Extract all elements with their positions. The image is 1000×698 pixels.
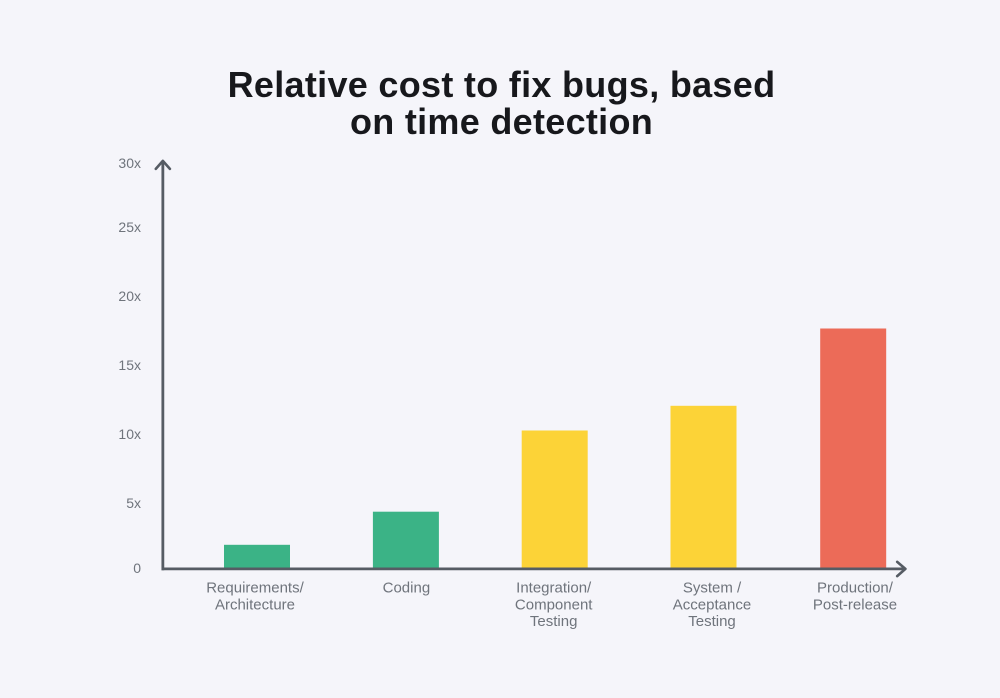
svg-text:0: 0	[133, 560, 141, 576]
svg-text:15x: 15x	[118, 357, 141, 373]
svg-text:25x: 25x	[118, 219, 141, 235]
svg-text:Requirements/Architecture: Requirements/Architecture	[206, 580, 304, 614]
svg-text:10x: 10x	[118, 426, 141, 442]
svg-text:20x: 20x	[118, 288, 141, 304]
svg-text:Coding: Coding	[383, 580, 431, 597]
svg-text:30x: 30x	[118, 155, 141, 171]
svg-text:Production/Post-release: Production/Post-release	[813, 580, 897, 614]
svg-text:5x: 5x	[126, 495, 141, 511]
